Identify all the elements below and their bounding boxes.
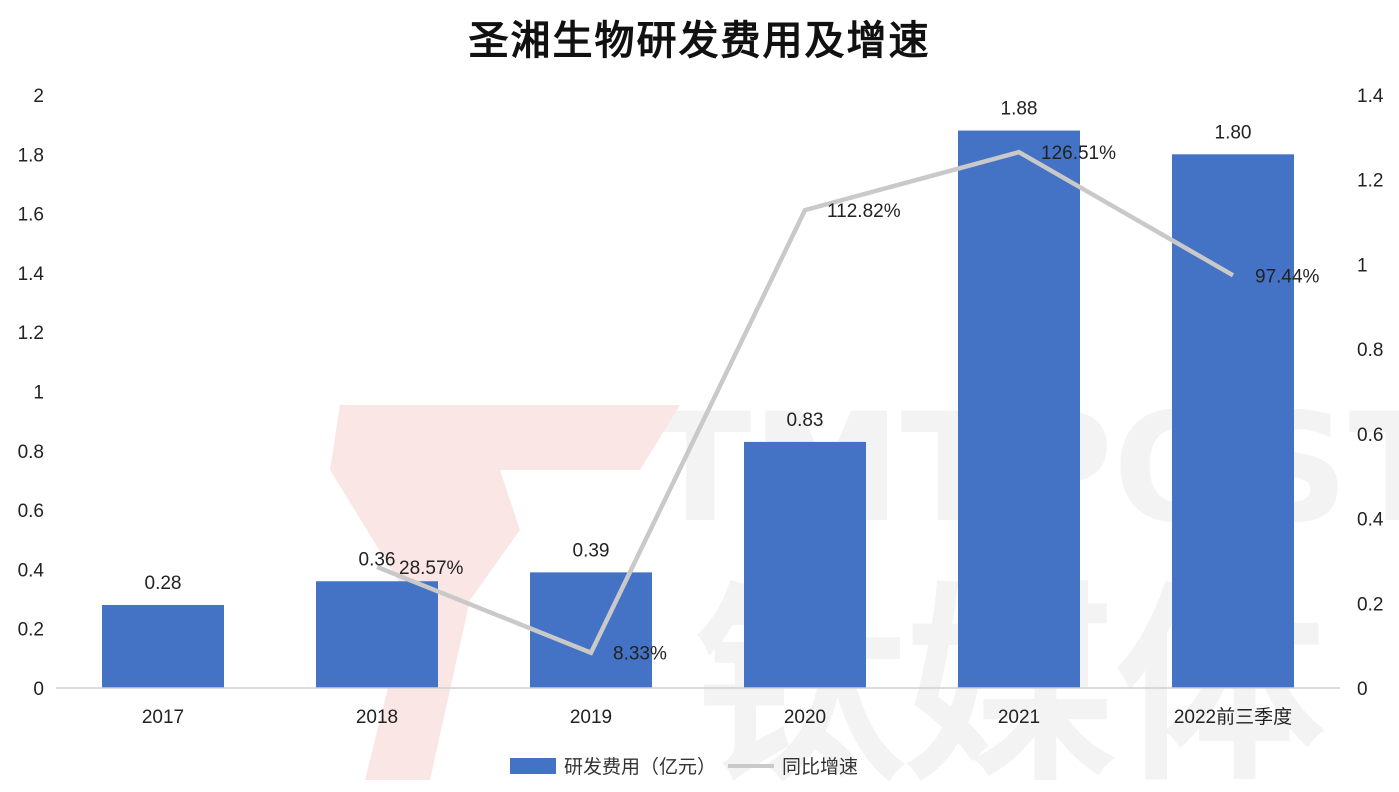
y-left-tick: 0.2 — [18, 620, 44, 641]
legend-line-swatch — [728, 763, 775, 768]
bar-value-label: 0.83 — [787, 410, 824, 431]
y-left-tick: 1.6 — [18, 205, 44, 226]
bar-value-label: 1.88 — [1001, 99, 1038, 120]
bar-value-label: 0.39 — [573, 540, 610, 561]
legend-line-label: 同比增速 — [782, 756, 859, 778]
y-left-tick: 1.4 — [18, 264, 45, 285]
bar-2019 — [530, 572, 652, 688]
y-left-tick: 1.8 — [18, 145, 44, 166]
legend-item-bar: 研发费用（亿元） — [510, 752, 716, 779]
data-labels: 0.28 0.36 0.39 0.83 1.88 1.80 28.57% 8.33% 112.8… — [145, 99, 1320, 665]
axes: 0 0.2 0.4 0.6 0.8 1 1.2 1.4 1.6 1.8 2 0 0.2 0.4 0.6 0.8… — [18, 86, 1384, 728]
x-tick: 2017 — [142, 707, 184, 728]
y-left-tick: 0 — [33, 679, 44, 700]
legend-item-line: 同比增速 — [728, 752, 858, 779]
y-right-tick: 0 — [1357, 679, 1368, 700]
growth-value-label: 8.33% — [613, 644, 667, 665]
growth-value-label: 126.51% — [1041, 143, 1116, 164]
line-series — [376, 149, 1235, 656]
y-right-tick: 0.2 — [1357, 594, 1383, 615]
growth-value-label: 97.44% — [1255, 266, 1320, 287]
legend-bar-swatch — [510, 757, 556, 774]
x-tick: 2020 — [784, 707, 826, 728]
bar-2022前三季度 — [1172, 154, 1294, 689]
y-right-tick: 1 — [1357, 255, 1368, 276]
legend: 研发费用（亿元） 同比增速 — [510, 752, 858, 779]
bar-2017 — [102, 604, 224, 688]
y-right-tick: 1.2 — [1357, 171, 1383, 192]
x-tick: 2019 — [570, 707, 612, 728]
y-right-tick: 1.4 — [1357, 86, 1384, 107]
chart-title: 圣湘生物研发费用及增速 — [468, 18, 931, 64]
y-left-tick: 0.8 — [18, 442, 44, 463]
growth-value-label: 28.57% — [399, 558, 464, 579]
bar-2018 — [316, 581, 438, 688]
bar-value-label: 0.36 — [359, 549, 396, 570]
x-tick: 2021 — [998, 707, 1040, 728]
y-right-tick: 0.8 — [1357, 340, 1383, 361]
bar-2021 — [958, 130, 1080, 688]
y-right-tick: 0.6 — [1357, 425, 1383, 446]
bar-series — [102, 130, 1294, 689]
bar-value-label: 1.80 — [1215, 122, 1252, 143]
growth-value-label: 112.82% — [827, 201, 901, 222]
y-left-tick: 1.2 — [18, 323, 44, 344]
y-left-tick: 0.6 — [18, 501, 44, 522]
y-left-tick: 1 — [33, 383, 44, 404]
legend-bar-label: 研发费用（亿元） — [564, 756, 717, 778]
y-left-tick: 0.4 — [18, 560, 45, 581]
y-right-tick: 0.4 — [1357, 510, 1384, 531]
bar-2020 — [744, 441, 866, 688]
y-left-tick: 2 — [33, 86, 44, 107]
x-tick: 2018 — [356, 707, 398, 728]
x-tick: 2022前三季度 — [1174, 706, 1292, 728]
bar-value-label: 0.28 — [145, 573, 182, 594]
growth-line — [376, 149, 1235, 656]
